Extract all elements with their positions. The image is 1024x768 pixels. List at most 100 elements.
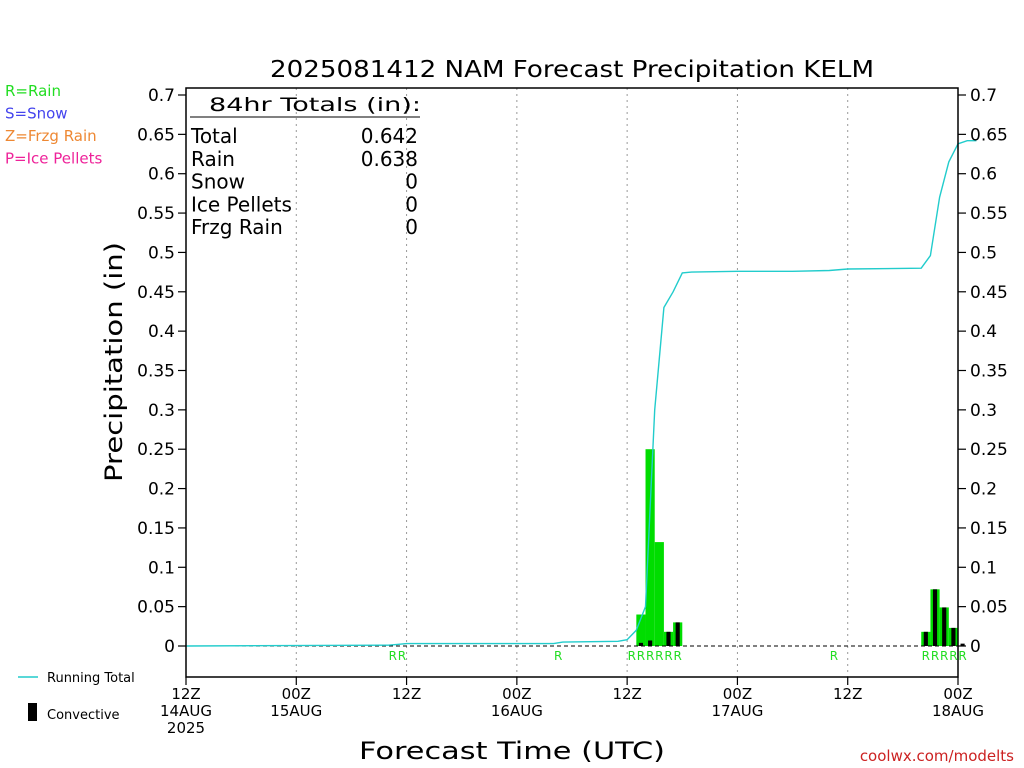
precip-type-mark: R [664, 649, 672, 663]
x-tick-label: 00Z [943, 685, 972, 703]
x-tick-label: 17AUG [711, 702, 763, 720]
y-tick-label: 0.45 [137, 283, 175, 303]
y-tick-label: 0.3 [148, 401, 175, 421]
precip-type-mark: R [389, 649, 397, 663]
precip-type-mark: R [922, 649, 930, 663]
precip-type-mark: R [637, 649, 645, 663]
x-tick-label: 00Z [282, 685, 311, 703]
x-tick-label: 12Z [612, 685, 641, 703]
x-tick-label: 14AUG [160, 702, 212, 720]
convective-bar [923, 631, 928, 646]
precip-type-mark: R [646, 649, 654, 663]
precip-type-mark: R [554, 649, 562, 663]
y-tick-label: 0.6 [148, 165, 175, 185]
convective-legend-label: Convective [47, 708, 120, 723]
y-axis-label: Precipitation (in) [100, 242, 128, 482]
y-tick-label-right: 0.4 [970, 322, 997, 342]
x-tick-label: 00Z [723, 685, 752, 703]
precip-type-mark: R [655, 649, 663, 663]
totals-row-label: Rain [191, 147, 235, 171]
plot-frame [185, 87, 959, 678]
y-tick-label-right: 0.6 [970, 165, 997, 185]
y-tick-label: 0.5 [148, 243, 175, 263]
precip-type-mark: R [958, 649, 966, 663]
y-tick-label-right: 0.3 [970, 401, 997, 421]
type-legend-entry: P=Ice Pellets [5, 150, 102, 168]
convective-bar [666, 631, 671, 646]
precip-type-mark: R [830, 649, 838, 663]
y-tick-label-right: 0.45 [970, 283, 1008, 303]
convective-bar [648, 640, 653, 646]
x-tick-label: 12Z [171, 685, 200, 703]
totals-row-value: 0.638 [361, 147, 418, 171]
x-tick-label: 16AUG [491, 702, 543, 720]
totals-box: 84hr Totals (in): Total 0.642 Rain 0.638 Sno… [190, 94, 421, 239]
type-legend-entry: R=Rain [5, 82, 61, 100]
y-tick-label: 0.1 [148, 558, 175, 578]
y-tick-label: 0.7 [148, 86, 175, 106]
type-legend-entry: S=Snow [5, 105, 68, 123]
y-tick-label: 0.05 [137, 598, 175, 618]
grid-lines [295, 88, 849, 677]
convective-swatch [28, 703, 37, 721]
precip-type-mark: R [949, 649, 957, 663]
totals-header: 84hr Totals (in): [209, 94, 421, 116]
totals-row-label: Frzg Rain [191, 215, 283, 239]
y-tick-label-right: 0.15 [970, 519, 1008, 539]
precip-type-mark: R [931, 649, 939, 663]
precip-type-mark: R [398, 649, 406, 663]
y-tick-label: 0.65 [137, 125, 175, 145]
y-axis-left: 0 0.05 0.1 0.15 0.2 0.25 0.3 0.35 0.4 0.45 0.5 0.55… [137, 86, 186, 657]
convective-bar [960, 643, 965, 646]
y-tick-label-right: 0.65 [970, 125, 1008, 145]
totals-row-value: 0.642 [361, 124, 418, 148]
x-tick-label: 12Z [392, 685, 421, 703]
running-total-line [185, 140, 977, 647]
convective-bar [675, 622, 680, 646]
running-total-legend-label: Running Total [47, 671, 135, 686]
type-legend-entry: Z=Frzg Rain [5, 127, 97, 145]
y-tick-label-right: 0.7 [970, 86, 997, 106]
totals-row-value: 0 [405, 192, 418, 216]
x-axis-label: Forecast Time (UTC) [359, 737, 665, 765]
y-tick-label: 0.35 [137, 362, 175, 382]
precip-type-mark: R [674, 649, 682, 663]
y-tick-label-right: 0.05 [970, 598, 1008, 618]
x-tick-label: 12Z [833, 685, 862, 703]
y-tick-label-right: 0.5 [970, 243, 997, 263]
y-tick-label-right: 0.1 [970, 558, 997, 578]
y-tick-label-right: 0.2 [970, 480, 997, 500]
watermark: coolwx.com/modelts [860, 747, 1014, 765]
y-tick-label-right: 0.25 [970, 440, 1008, 460]
precip-type-legend: R=Rain S=Snow Z=Frzg Rain P=Ice Pellets [5, 82, 102, 168]
line-legend: Running Total Convective [18, 671, 135, 723]
precip-type-mark: R [628, 649, 636, 663]
y-tick-label: 0.55 [137, 204, 175, 224]
precip-bar [645, 449, 655, 646]
y-axis-right: 0 0.05 0.1 0.15 0.2 0.25 0.3 0.35 0.4 0.45 0.5 0.55… [958, 86, 1008, 657]
totals-row-label: Snow [191, 170, 245, 194]
x-tick-label: 15AUG [270, 702, 322, 720]
y-tick-label-right: 0.55 [970, 204, 1008, 224]
precip-type-mark: R [940, 649, 948, 663]
totals-row-label: Total [190, 124, 238, 148]
precip-bar [654, 542, 664, 646]
x-tick-label: 18AUG [932, 702, 984, 720]
y-tick-label-right: 0.35 [970, 362, 1008, 382]
y-tick-label: 0 [164, 637, 175, 657]
y-tick-label: 0.25 [137, 440, 175, 460]
convective-bars [638, 589, 965, 646]
convective-bar [932, 589, 938, 646]
y-tick-label: 0.15 [137, 519, 175, 539]
y-tick-label: 0.4 [148, 322, 175, 342]
chart-title: 2025081412 NAM Forecast Precipitation KE… [270, 57, 874, 83]
precip-bars [636, 449, 958, 646]
x-tick-label: 00Z [502, 685, 531, 703]
precip-bar [636, 614, 646, 646]
totals-row-value: 0 [405, 170, 418, 194]
totals-row-value: 0 [405, 215, 418, 239]
x-tick-label: 2025 [167, 719, 205, 737]
